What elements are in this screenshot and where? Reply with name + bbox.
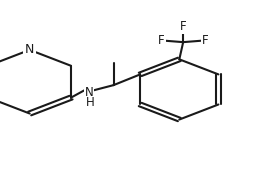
Text: N: N: [25, 43, 34, 56]
Text: H: H: [86, 96, 95, 109]
Text: F: F: [202, 34, 208, 47]
Text: F: F: [158, 34, 165, 47]
Text: N: N: [85, 85, 93, 99]
Text: F: F: [180, 20, 187, 33]
